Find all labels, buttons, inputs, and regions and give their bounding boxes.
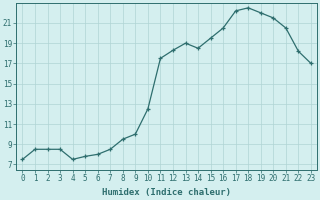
X-axis label: Humidex (Indice chaleur): Humidex (Indice chaleur) bbox=[102, 188, 231, 197]
